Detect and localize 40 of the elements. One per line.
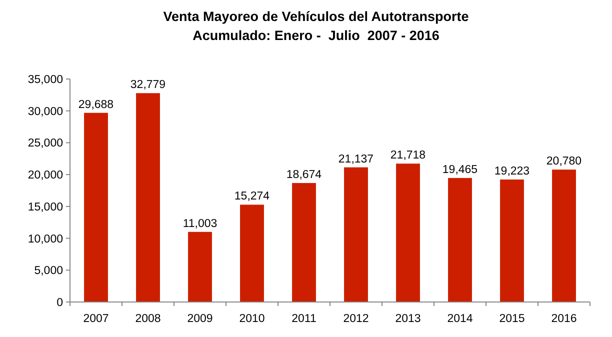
y-tick-label: 5,000 xyxy=(34,265,63,278)
y-tick-label: 35,000 xyxy=(28,74,63,86)
y-tick-label: 0 xyxy=(56,297,63,309)
bar xyxy=(84,112,108,302)
y-tick-label: 20,000 xyxy=(28,170,63,182)
x-tick-label: 2015 xyxy=(499,313,525,325)
x-tick-label: 2011 xyxy=(292,313,316,325)
data-label: 19,223 xyxy=(494,166,530,178)
x-tick-label: 2007 xyxy=(83,313,109,325)
data-label: 20,780 xyxy=(546,156,582,168)
x-tick-label: 2016 xyxy=(551,313,577,325)
data-label: 29,688 xyxy=(78,98,114,111)
data-label: 21,137 xyxy=(338,153,374,166)
data-label: 21,718 xyxy=(390,150,426,162)
bar xyxy=(552,170,576,302)
bar xyxy=(344,167,368,302)
chart-title: Venta Mayoreo de Vehículos del Autotransporte xyxy=(163,9,470,24)
data-label: 11,003 xyxy=(182,218,218,230)
x-tick-label: 2013 xyxy=(395,313,421,325)
x-tick-label: 2009 xyxy=(187,313,213,325)
bar xyxy=(136,93,160,302)
x-tick-label: 2014 xyxy=(447,313,474,325)
bar xyxy=(396,164,420,302)
x-tick-label: 2010 xyxy=(239,313,265,325)
y-tick-label: 10,000 xyxy=(28,233,63,246)
bar xyxy=(500,180,524,302)
x-tick-label: 2008 xyxy=(135,313,161,325)
bar xyxy=(188,232,212,302)
data-label: 18,674 xyxy=(286,169,322,182)
y-tick-label: 30,000 xyxy=(28,106,63,118)
data-label: 15,274 xyxy=(234,190,270,203)
data-label: 19,465 xyxy=(442,164,478,176)
x-tick-label: 2012 xyxy=(343,313,369,325)
y-tick-label: 25,000 xyxy=(28,138,63,150)
bar xyxy=(240,204,264,302)
chart-subtitle: Acumulado: Enero - Julio 2007 - 2016 xyxy=(192,28,440,43)
y-tick-label: 15,000 xyxy=(28,201,63,214)
bar xyxy=(448,178,472,302)
data-label: 32,779 xyxy=(130,79,166,92)
bar xyxy=(292,183,316,302)
